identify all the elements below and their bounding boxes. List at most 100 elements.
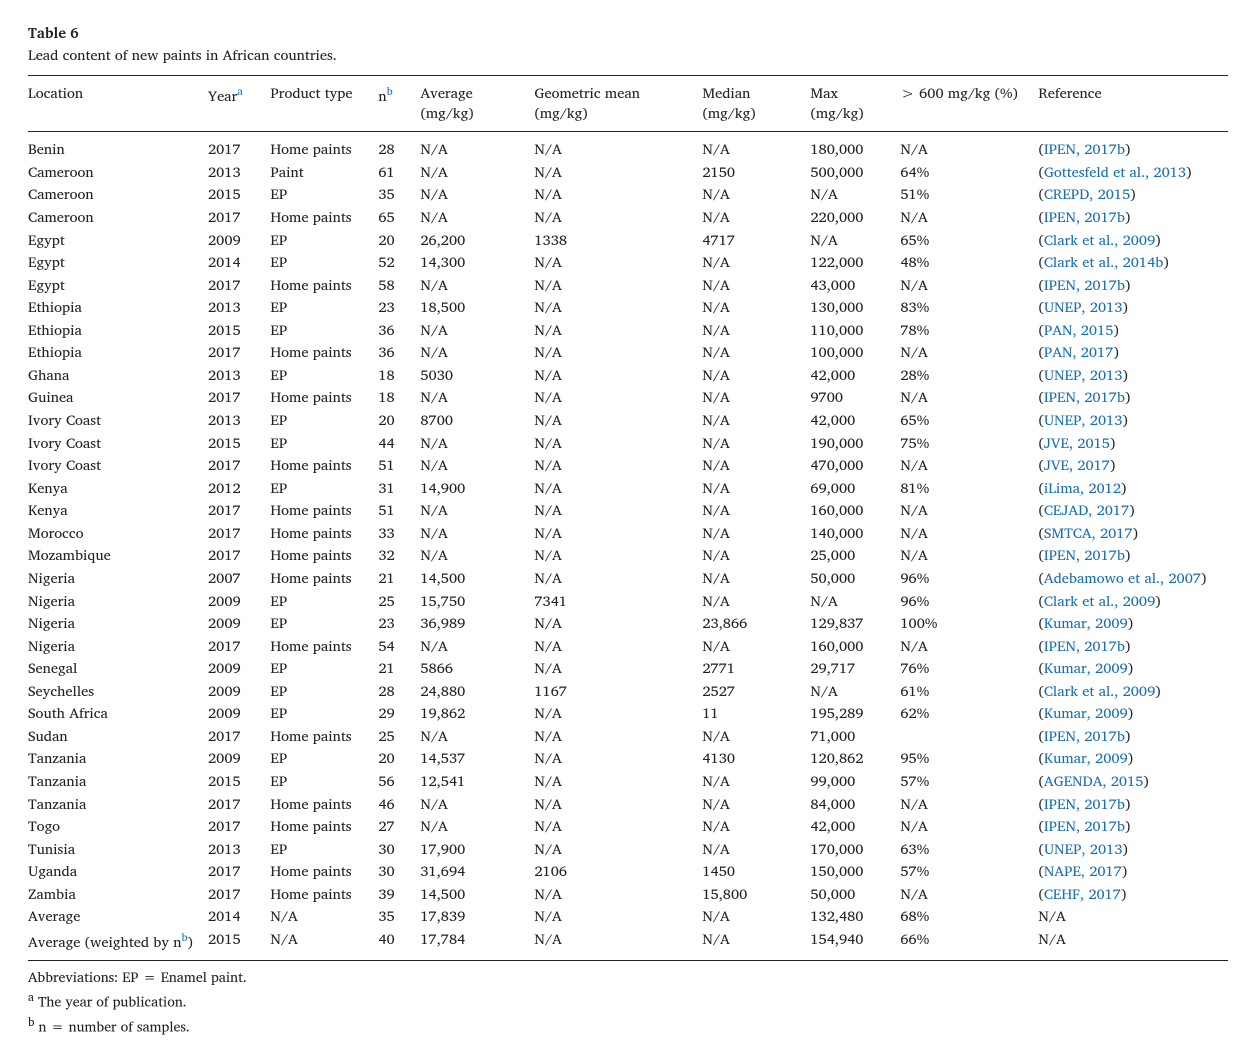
cell-product: Home paints [270,725,378,748]
reference-link[interactable]: iLima, 2012 [1044,477,1121,500]
cell-location: Kenya [28,477,208,500]
cell-gt600: 62% [900,703,1038,726]
cell-gt600: N/A [900,522,1038,545]
reference-link[interactable]: Clark et al., 2009 [1044,229,1155,252]
cell-gt600: 63% [900,838,1038,861]
cell-n: 23 [378,297,420,320]
cell-n: 61 [378,161,420,184]
reference-link[interactable]: AGENDA, 2015 [1044,770,1144,793]
cell-median: 23,866 [702,613,810,636]
reference-link[interactable]: Clark et al., 2009 [1044,590,1155,613]
reference-link[interactable]: Clark et al., 2014b [1044,251,1163,274]
cell-gt600: 66% [900,928,1038,960]
cell-year: 2013 [208,161,270,184]
cell-ref: N/A [1038,906,1228,929]
cell-ref: (CEHF, 2017) [1038,883,1228,906]
cell-year: 2017 [208,274,270,297]
cell-geo: 2106 [534,861,702,884]
reference-link[interactable]: NAPE, 2017 [1044,860,1122,883]
reference-link[interactable]: Kumar, 2009 [1044,612,1128,635]
cell-product: EP [270,252,378,275]
cell-max: 100,000 [810,342,900,365]
cell-ref: (Gottesfeld et al., 2013) [1038,161,1228,184]
reference-link[interactable]: IPEN, 2017b [1044,725,1125,748]
cell-max: 29,717 [810,658,900,681]
table-row: Ivory Coast2015EP44N/AN/AN/A190,00075%(J… [28,432,1228,455]
cell-avg: N/A [420,161,534,184]
reference-link[interactable]: Kumar, 2009 [1044,747,1128,770]
cell-location: Zambia [28,883,208,906]
reference-link[interactable]: IPEN, 2017b [1044,138,1125,161]
cell-location: Tanzania [28,771,208,794]
cell-n: 51 [378,455,420,478]
cell-product: EP [270,229,378,252]
cell-avg: 31,694 [420,861,534,884]
cell-year: 2017 [208,635,270,658]
cell-avg: N/A [420,545,534,568]
reference-link[interactable]: IPEN, 2017b [1044,206,1125,229]
cell-location: Mozambique [28,545,208,568]
reference-link[interactable]: IPEN, 2017b [1044,635,1125,658]
reference-link[interactable]: CREPD, 2015 [1044,183,1130,206]
reference-link[interactable]: Adebamowo et al., 2007 [1044,567,1201,590]
cell-median: N/A [702,184,810,207]
reference-link[interactable]: IPEN, 2017b [1044,274,1125,297]
cell-gt600: 100% [900,613,1038,636]
reference-link[interactable]: UNEP, 2013 [1044,409,1123,432]
table-row: Senegal2009EP215866N/A277129,71776%(Kuma… [28,658,1228,681]
cell-avg: N/A [420,274,534,297]
cell-location: Nigeria [28,590,208,613]
cell-ref: (UNEP, 2013) [1038,838,1228,861]
cell-median: N/A [702,387,810,410]
cell-product: Home paints [270,567,378,590]
reference-link[interactable]: JVE, 2015 [1044,432,1110,455]
cell-avg: 14,900 [420,477,534,500]
reference-link[interactable]: Kumar, 2009 [1044,702,1128,725]
reference-link[interactable]: PAN, 2017 [1044,341,1114,364]
cell-avg: N/A [420,206,534,229]
cell-median: N/A [702,567,810,590]
reference-link[interactable]: IPEN, 2017b [1044,815,1125,838]
table-row: Tanzania2017Home paints46N/AN/AN/A84,000… [28,793,1228,816]
cell-product: Home paints [270,342,378,365]
cell-ref: (IPEN, 2017b) [1038,725,1228,748]
reference-link[interactable]: JVE, 2017 [1044,454,1110,477]
cell-location: Cameroon [28,206,208,229]
cell-gt600: 57% [900,861,1038,884]
cell-product: Paint [270,161,378,184]
cell-avg: 5030 [420,364,534,387]
reference-link[interactable]: CEJAD, 2017 [1044,499,1129,522]
reference-link[interactable]: Clark et al., 2009 [1044,680,1155,703]
cell-gt600: N/A [900,455,1038,478]
reference-link[interactable]: UNEP, 2013 [1044,364,1123,387]
cell-year: 2015 [208,319,270,342]
reference-link[interactable]: UNEP, 2013 [1044,838,1123,861]
reference-link[interactable]: PAN, 2015 [1044,319,1114,342]
reference-link[interactable]: CEHF, 2017 [1044,883,1121,906]
cell-geo: N/A [534,364,702,387]
cell-median: 2150 [702,161,810,184]
cell-n: 21 [378,567,420,590]
reference-link[interactable]: IPEN, 2017b [1044,386,1125,409]
cell-geo: 1167 [534,680,702,703]
cell-median: N/A [702,432,810,455]
cell-avg: N/A [420,500,534,523]
reference-link[interactable]: Kumar, 2009 [1044,657,1128,680]
table-row: Cameroon2017Home paints65N/AN/AN/A220,00… [28,206,1228,229]
reference-link[interactable]: IPEN, 2017b [1044,793,1125,816]
reference-link[interactable]: IPEN, 2017b [1044,544,1125,567]
cell-n: 31 [378,477,420,500]
reference-link[interactable]: SMTCA, 2017 [1044,522,1133,545]
table-header-row: LocationYearaProduct typenbAverage (mg/k… [28,76,1228,132]
cell-gt600: 48% [900,252,1038,275]
cell-product: EP [270,838,378,861]
reference-link[interactable]: Gottesfeld et al., 2013 [1044,161,1186,184]
cell-product: EP [270,703,378,726]
cell-year: 2017 [208,522,270,545]
cell-max: N/A [810,184,900,207]
cell-ref: (JVE, 2015) [1038,432,1228,455]
cell-year: 2009 [208,658,270,681]
cell-avg: 14,300 [420,252,534,275]
reference-link[interactable]: UNEP, 2013 [1044,296,1123,319]
table-row: Tunisia2013EP3017,900N/AN/A170,00063%(UN… [28,838,1228,861]
